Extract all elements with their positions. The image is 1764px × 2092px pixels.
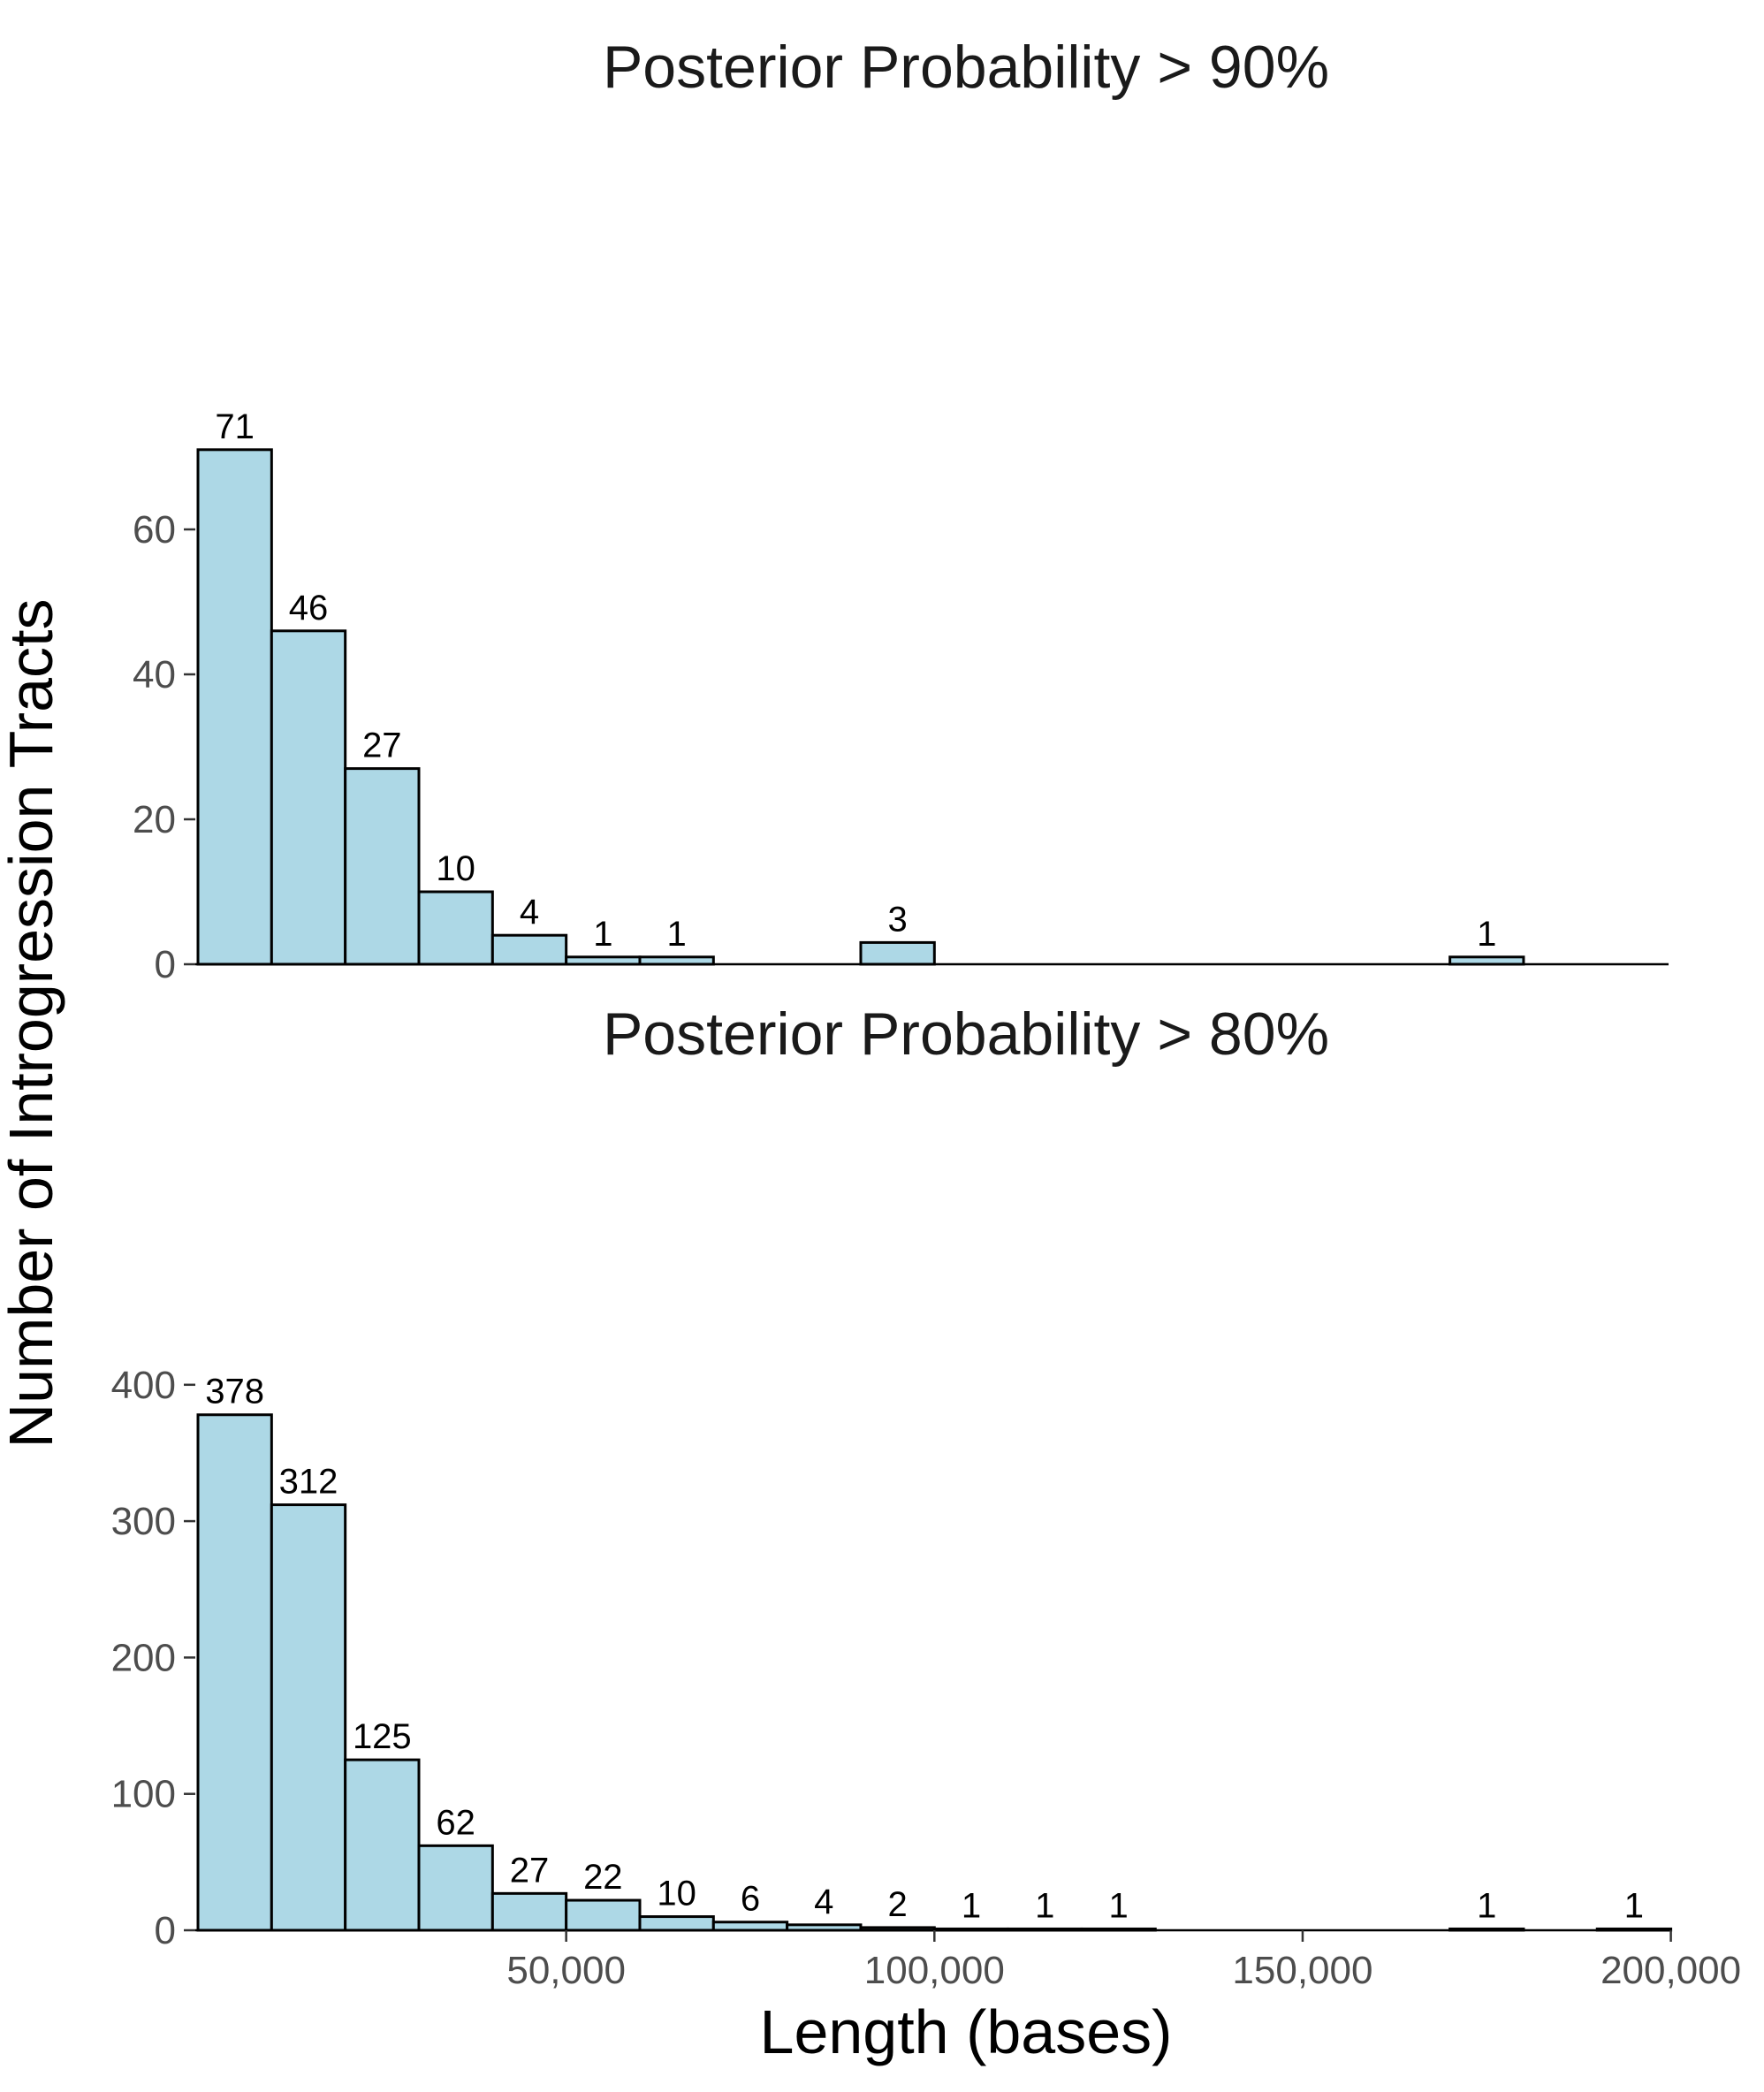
y-tick-label: 60: [133, 508, 176, 552]
bar-value-label: 22: [583, 1858, 623, 1897]
x-tick-label: 150,000: [1232, 1949, 1372, 1992]
x-tick-label: 100,000: [864, 1949, 1005, 1992]
bar-value-label: 10: [657, 1875, 696, 1913]
bar: [490, 933, 568, 966]
bar-value-label: 27: [510, 1851, 550, 1890]
y-tick-label: 400: [111, 1364, 176, 1407]
bar: [270, 629, 347, 966]
bar: [565, 1898, 642, 1932]
y-tick-label: 40: [133, 653, 176, 696]
bar-value-label: 1: [1035, 1886, 1054, 1925]
bar-value-label: 125: [353, 1717, 412, 1756]
y-tick-label: 300: [111, 1500, 176, 1543]
bar: [711, 1921, 789, 1932]
bar-value-label: 378: [205, 1373, 264, 1411]
bar: [417, 1844, 494, 1932]
bar: [270, 1503, 347, 1932]
y-axis-title: Number of Introgression Tracts: [0, 599, 65, 1449]
x-axis-title: Length (bases): [760, 1997, 1173, 2066]
y-tick-label: 100: [111, 1773, 176, 1816]
x-tick-label: 200,000: [1601, 1949, 1741, 1992]
bar-value-label: 1: [1477, 915, 1496, 954]
bar: [196, 1413, 273, 1932]
bar-value-label: 3: [888, 900, 908, 939]
bar-value-label: 1: [1624, 1886, 1644, 1925]
y-tick-label: 200: [111, 1636, 176, 1679]
panel-2: Posterior Probability > 80%3783121256227…: [111, 1000, 1742, 1992]
bar: [344, 1758, 421, 1932]
bar: [638, 1915, 715, 1932]
bar-value-label: 1: [593, 915, 612, 954]
bar-value-label: 6: [741, 1880, 760, 1919]
y-tick-label: 20: [133, 798, 176, 841]
bar: [859, 940, 936, 966]
bar-value-label: 4: [520, 893, 539, 932]
panel-title: Posterior Probability > 80%: [603, 1000, 1329, 1068]
bar: [417, 890, 494, 966]
bar: [344, 767, 421, 966]
bar-value-label: 1: [1477, 1886, 1496, 1925]
bar-value-label: 46: [289, 589, 329, 628]
y-tick-label: 0: [155, 1909, 176, 1952]
bar: [196, 448, 273, 966]
bar-value-label: 27: [362, 726, 402, 765]
y-tick-label: 0: [155, 943, 176, 986]
bar-value-label: 2: [888, 1885, 908, 1924]
bar-value-label: 1: [1109, 1886, 1129, 1925]
bar-value-label: 4: [814, 1883, 833, 1921]
bar-value-label: 1: [667, 915, 687, 954]
bar: [490, 1891, 568, 1932]
bar-value-label: 1: [962, 1886, 981, 1925]
panel-title: Posterior Probability > 90%: [603, 34, 1329, 101]
bar-value-label: 10: [436, 849, 475, 888]
bar-value-label: 71: [215, 407, 255, 446]
x-tick-label: 50,000: [506, 1949, 626, 1992]
bar-value-label: 62: [436, 1803, 475, 1842]
bar-value-label: 312: [279, 1463, 338, 1502]
